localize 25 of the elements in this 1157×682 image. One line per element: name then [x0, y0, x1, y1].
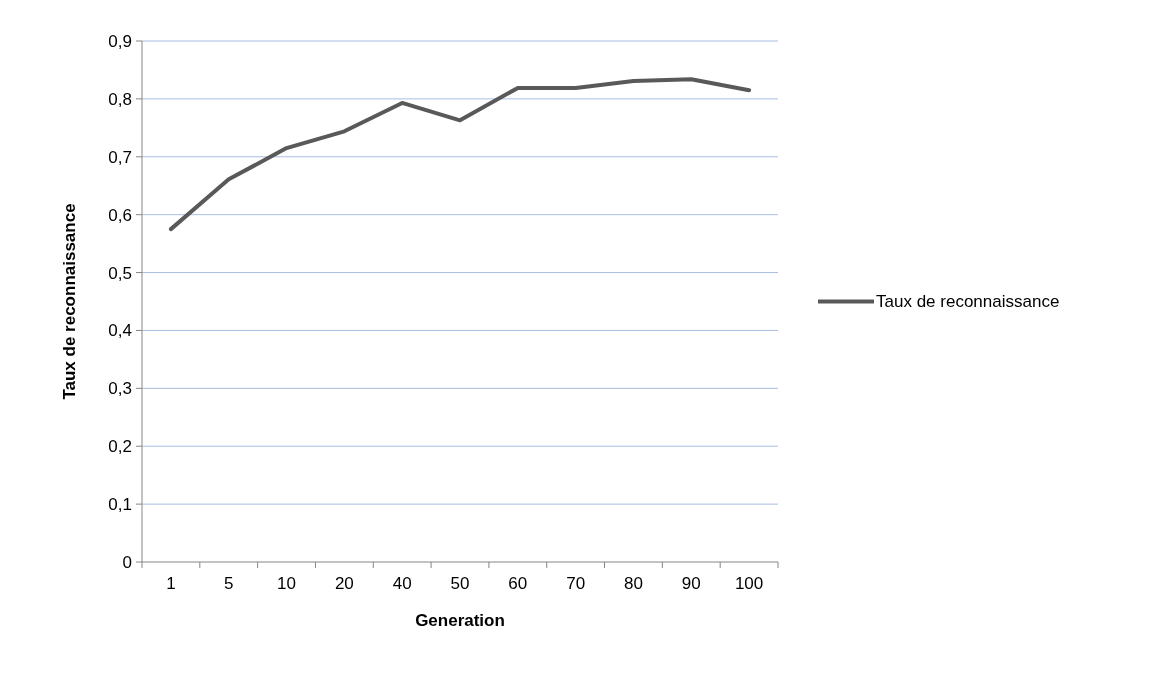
- x-tick-label: 20: [334, 574, 354, 593]
- line-series: [168, 77, 752, 232]
- x-axis-title: Generation: [415, 611, 505, 630]
- x-tick-label: 90: [681, 574, 701, 593]
- x-tick-label: 80: [623, 574, 643, 593]
- x-tick-label: 100: [734, 574, 764, 593]
- x-tick-label: 10: [277, 574, 297, 593]
- x-tick-label: 5: [223, 574, 234, 593]
- y-tick-label: 0,3: [108, 379, 132, 399]
- y-tick-label: 0,7: [108, 147, 132, 167]
- x-tick-label: 40: [392, 574, 412, 593]
- y-tick-label: 0,9: [108, 31, 132, 51]
- legend-label: Taux de reconnaissance: [876, 292, 1060, 312]
- y-tick-label: 0: [122, 552, 132, 572]
- x-tick-label: 70: [566, 574, 586, 593]
- y-tick-label: 0,6: [108, 205, 132, 225]
- x-tick-label: 50: [450, 574, 470, 593]
- y-tick-label: 0,1: [108, 495, 132, 515]
- y-tick-label: 0,5: [108, 263, 132, 283]
- y-tick-label: 0,8: [108, 89, 132, 109]
- y-tick-label: 0,2: [108, 437, 132, 457]
- y-axis-title: Taux de reconnaissance: [60, 203, 79, 400]
- x-tick-label: 60: [508, 574, 528, 593]
- y-tick-label: 0,4: [108, 321, 132, 341]
- x-tick-label: 1: [166, 574, 176, 593]
